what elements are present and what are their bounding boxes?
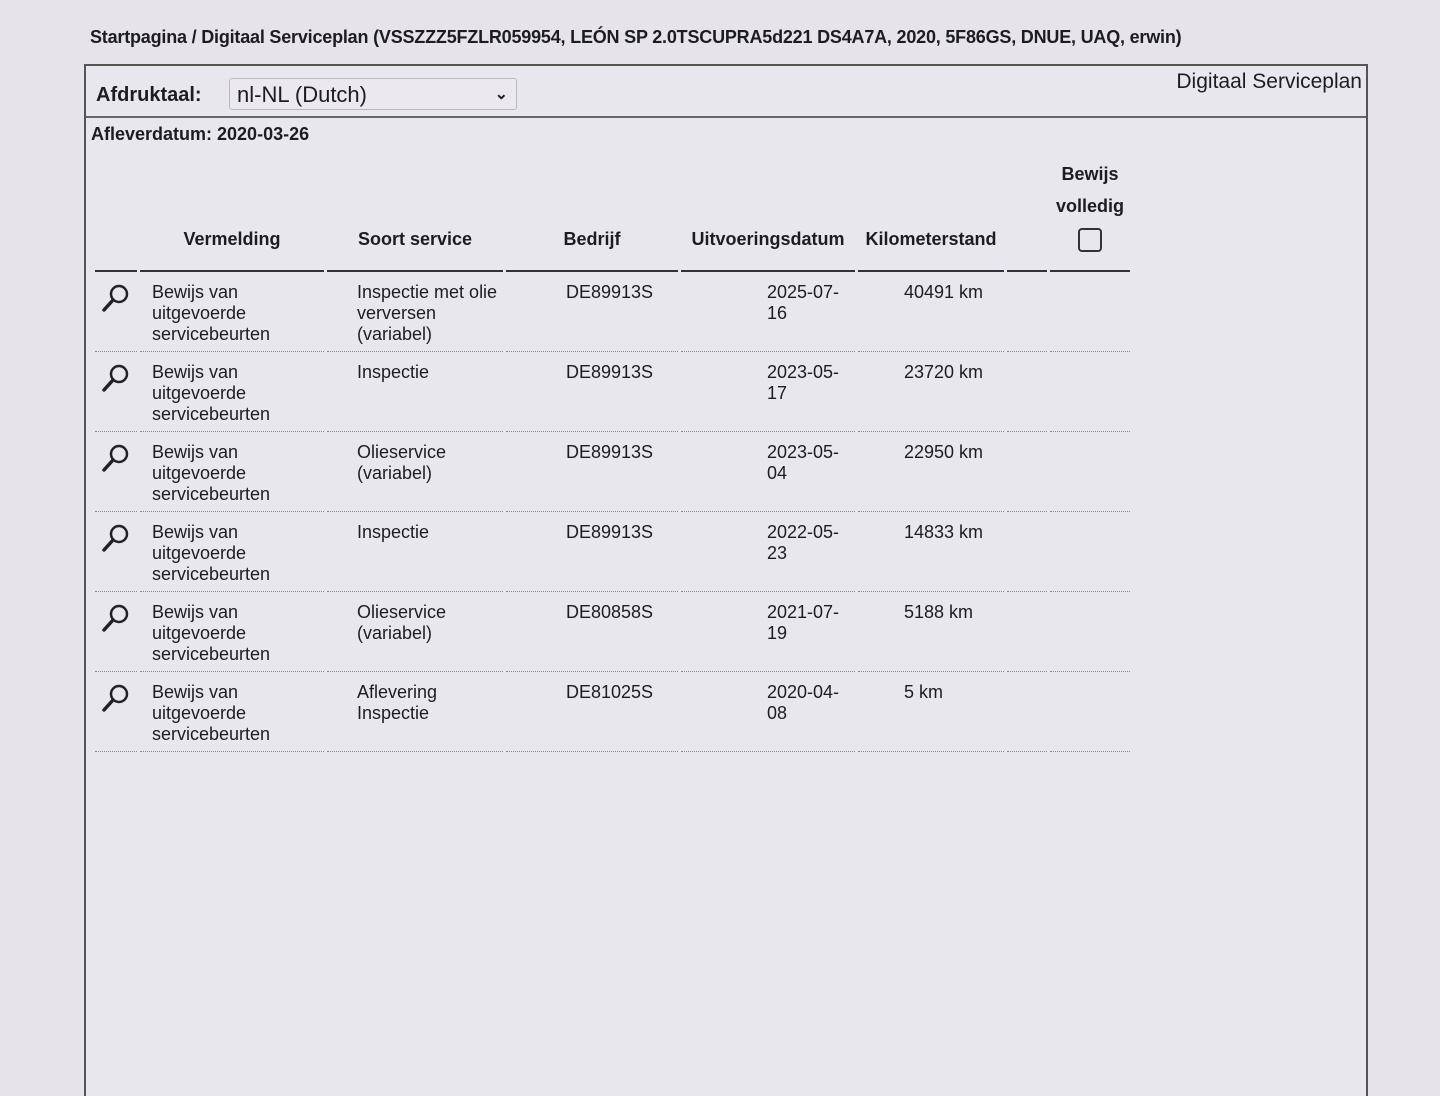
cell-soort: Olieservice (variabel) <box>327 592 503 672</box>
cell-bedrijf: DE89913S <box>506 272 678 352</box>
service-plan-panel: Afdruktaal: nl-NL (Dutch) ⌄ Digitaal Ser… <box>84 64 1368 1096</box>
cell-spacer <box>1007 352 1047 432</box>
magnifier-icon[interactable] <box>100 444 132 478</box>
view-icon-cell[interactable] <box>95 272 137 352</box>
magnifier-icon[interactable] <box>100 284 132 318</box>
cell-bewijs <box>1050 272 1130 352</box>
table-row: Bewijs van uitgevoerde servicebeurten Ol… <box>95 432 1130 512</box>
cell-bewijs <box>1050 432 1130 512</box>
view-icon-cell[interactable] <box>95 512 137 592</box>
cell-datum: 2022-05-23 <box>681 512 855 592</box>
cell-soort: Aflevering Inspectie <box>327 672 503 752</box>
cell-soort: Inspectie <box>327 512 503 592</box>
cell-spacer <box>1007 512 1047 592</box>
breadcrumb: Startpagina / Digitaal Serviceplan (VSSZ… <box>90 27 1182 47</box>
cell-vermelding: Bewijs van uitgevoerde servicebeurten <box>140 352 324 432</box>
cell-bedrijf: DE80858S <box>506 592 678 672</box>
cell-km: 5 km <box>858 672 1004 752</box>
view-icon-cell[interactable] <box>95 672 137 752</box>
cell-km: 5188 km <box>858 592 1004 672</box>
cell-soort: Inspectie <box>327 352 503 432</box>
language-label: Afdruktaal: <box>96 84 202 106</box>
cell-bedrijf: DE81025S <box>506 672 678 752</box>
header-icon <box>95 158 137 272</box>
header-bedrijf: Bedrijf <box>506 158 678 272</box>
cell-km: 40491 km <box>858 272 1004 352</box>
cell-spacer <box>1007 592 1047 672</box>
cell-datum: 2025-07-16 <box>681 272 855 352</box>
table-row: Bewijs van uitgevoerde servicebeurten Ol… <box>95 592 1130 672</box>
cell-bewijs <box>1050 352 1130 432</box>
cell-datum: 2023-05-17 <box>681 352 855 432</box>
table-row: Bewijs van uitgevoerde servicebeurten In… <box>95 272 1130 352</box>
cell-km: 14833 km <box>858 512 1004 592</box>
cell-km: 22950 km <box>858 432 1004 512</box>
magnifier-icon[interactable] <box>100 364 132 398</box>
toolbar: Afdruktaal: nl-NL (Dutch) ⌄ Digitaal Ser… <box>86 66 1366 118</box>
cell-datum: 2021-07-19 <box>681 592 855 672</box>
cell-datum: 2020-04-08 <box>681 672 855 752</box>
header-vermelding: Vermelding <box>140 158 324 272</box>
cell-soort: Olieservice (variabel) <box>327 432 503 512</box>
page-title: Digitaal Serviceplan <box>1176 70 1362 93</box>
table-row: Bewijs van uitgevoerde servicebeurten Af… <box>95 672 1130 752</box>
cell-soort: Inspectie met olie verversen (variabel) <box>327 272 503 352</box>
cell-bedrijf: DE89913S <box>506 512 678 592</box>
service-table: Vermelding Soort service Bedrijf Uitvoer… <box>92 158 1133 752</box>
header-datum: Uitvoeringsdatum <box>681 158 855 272</box>
cell-vermelding: Bewijs van uitgevoerde servicebeurten <box>140 592 324 672</box>
cell-spacer <box>1007 272 1047 352</box>
table-row: Bewijs van uitgevoerde servicebeurten In… <box>95 352 1130 432</box>
table-row: Bewijs van uitgevoerde servicebeurten In… <box>95 512 1130 592</box>
language-select[interactable]: nl-NL (Dutch) ⌄ <box>229 78 517 110</box>
magnifier-icon[interactable] <box>100 524 132 558</box>
view-icon-cell[interactable] <box>95 432 137 512</box>
view-icon-cell[interactable] <box>95 592 137 672</box>
view-icon-cell[interactable] <box>95 352 137 432</box>
cell-bewijs <box>1050 512 1130 592</box>
header-soort: Soort service <box>327 158 503 272</box>
language-value: nl-NL (Dutch) <box>237 82 367 107</box>
cell-vermelding: Bewijs van uitgevoerde servicebeurten <box>140 512 324 592</box>
header-spacer <box>1007 158 1047 272</box>
cell-bedrijf: DE89913S <box>506 352 678 432</box>
bewijs-volledig-checkbox[interactable] <box>1078 228 1102 252</box>
cell-spacer <box>1007 672 1047 752</box>
delivery-date: Afleverdatum: 2020-03-26 <box>91 124 310 144</box>
cell-bewijs <box>1050 592 1130 672</box>
cell-bewijs <box>1050 672 1130 752</box>
cell-km: 23720 km <box>858 352 1004 432</box>
magnifier-icon[interactable] <box>100 684 132 718</box>
cell-vermelding: Bewijs van uitgevoerde servicebeurten <box>140 672 324 752</box>
header-km: Kilometerstand <box>858 158 1004 272</box>
chevron-down-icon: ⌄ <box>494 86 508 103</box>
header-bewijs-volledig: Bewijs volledig <box>1050 158 1130 272</box>
table-header-row: Vermelding Soort service Bedrijf Uitvoer… <box>95 158 1130 272</box>
cell-bedrijf: DE89913S <box>506 432 678 512</box>
cell-vermelding: Bewijs van uitgevoerde servicebeurten <box>140 272 324 352</box>
magnifier-icon[interactable] <box>100 604 132 638</box>
cell-datum: 2023-05-04 <box>681 432 855 512</box>
header-bewijs-line1: Bewijs <box>1061 164 1119 184</box>
cell-spacer <box>1007 432 1047 512</box>
cell-vermelding: Bewijs van uitgevoerde servicebeurten <box>140 432 324 512</box>
header-bewijs-line2: volledig <box>1055 196 1124 216</box>
